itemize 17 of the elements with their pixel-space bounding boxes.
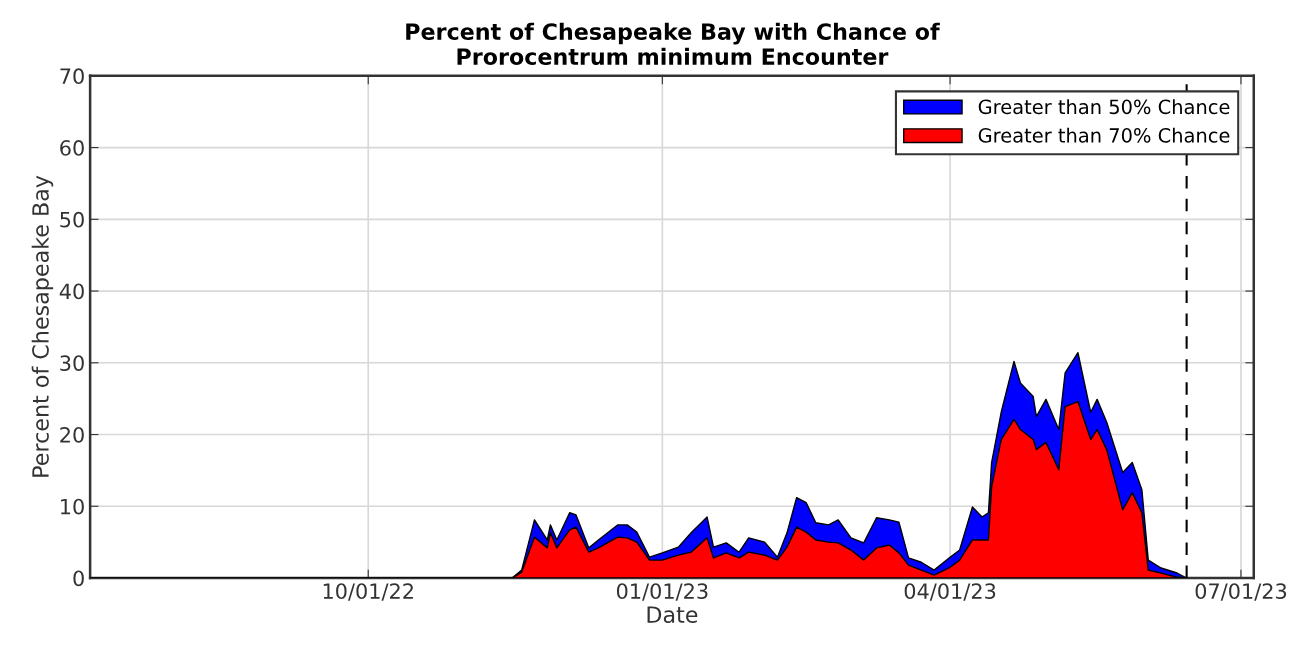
y-tick-label: 40 xyxy=(59,283,84,300)
y-axis-title: Percent of Chesapeake Bay xyxy=(31,175,54,477)
y-tick-label: 30 xyxy=(60,355,84,371)
y-tick-label: 50 xyxy=(60,211,84,228)
y-tick-label: 70 xyxy=(60,68,84,85)
x-tick-label: 07/01/23 xyxy=(1195,583,1287,601)
legend-label: Greater than 50% Chance xyxy=(978,99,1230,115)
x-tick-label: 10/01/22 xyxy=(323,583,413,601)
x-tick-label: 04/01/23 xyxy=(904,583,996,601)
y-tick-label: 10 xyxy=(61,498,84,515)
chart-title: Percent of Chesapeake Bay with Chance of Prorocentrum minimum Encounter xyxy=(406,22,940,66)
legend-label: Greater than 70% Chance xyxy=(978,127,1230,143)
x-tick-label: 01/01/23 xyxy=(616,583,708,601)
y-tick-label: 20 xyxy=(60,426,84,443)
y-tick-label: 0 xyxy=(73,570,84,587)
y-tick-label: 60 xyxy=(60,140,84,156)
x-axis-title: Date xyxy=(647,606,698,624)
